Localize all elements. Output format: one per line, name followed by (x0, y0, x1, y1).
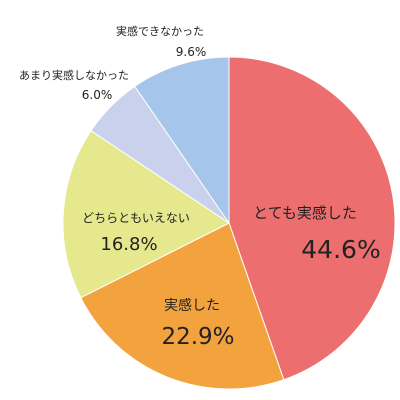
slice-very-much (228, 56, 396, 381)
label-not-much: あまり実感しなかった (19, 68, 129, 82)
value-felt: 22.9% (161, 324, 234, 350)
value-very-much: 44.6% (301, 235, 380, 264)
label-felt: 実感した (164, 297, 220, 314)
value-neutral: 16.8% (100, 234, 157, 255)
slice-felt (80, 222, 285, 390)
label-neutral: どちらともいえない (82, 211, 190, 225)
label-very-much: とても実感した (253, 204, 357, 222)
label-not-felt: 実感できなかった (116, 24, 204, 38)
slice-not-felt (134, 56, 230, 225)
slice-neutral (62, 129, 230, 299)
value-not-much: 6.0% (82, 88, 113, 102)
value-not-felt: 9.6% (176, 45, 207, 59)
